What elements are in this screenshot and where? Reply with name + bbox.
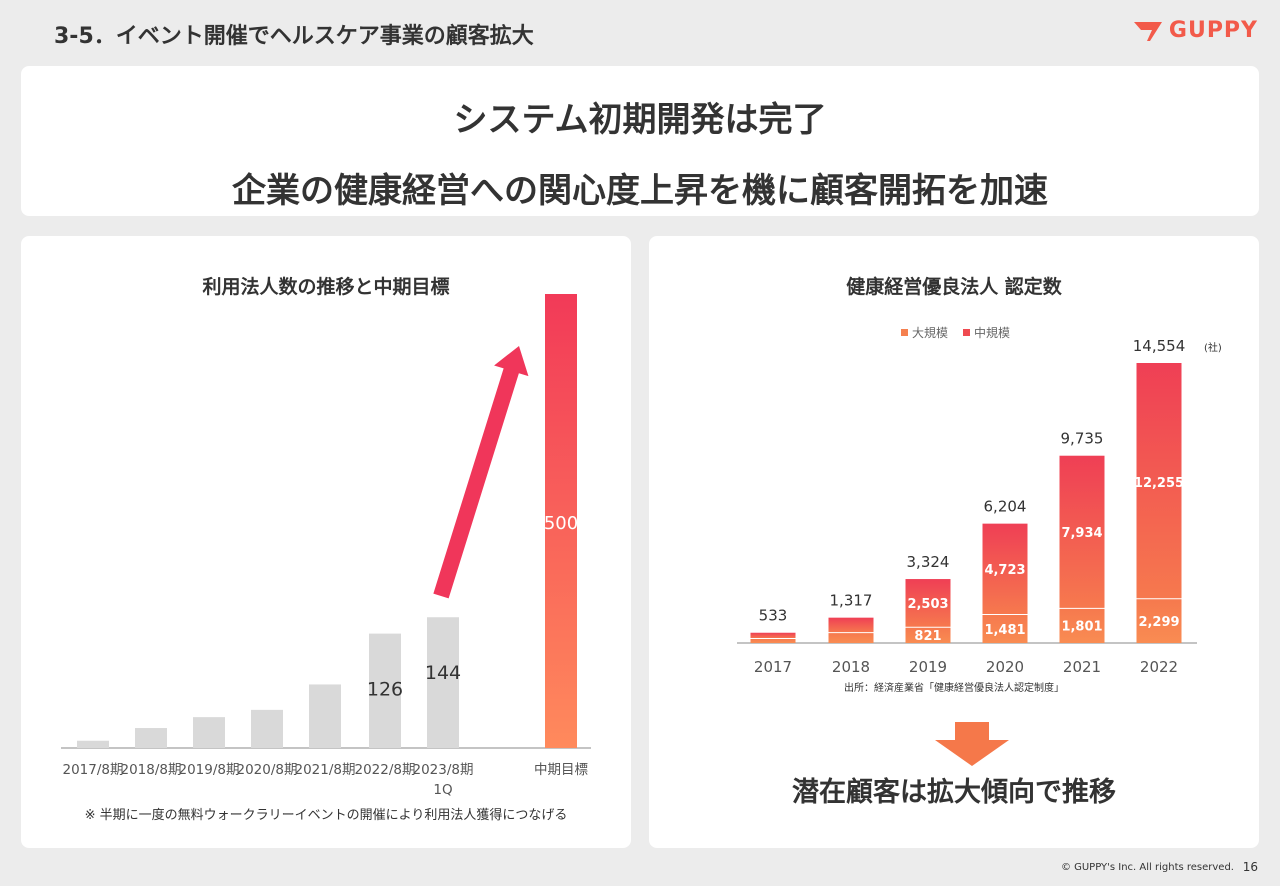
bar-segment-mid <box>1059 455 1105 609</box>
guppy-logo: GUPPY <box>1133 18 1258 43</box>
client-bar <box>193 717 225 748</box>
client-bar <box>135 728 167 748</box>
bar-segment-large <box>1136 598 1182 643</box>
guppy-logo-text: GUPPY <box>1168 18 1258 43</box>
legend-swatch <box>963 329 970 336</box>
total-label: 3,324 <box>907 553 950 571</box>
total-label: 14,554 <box>1133 337 1186 355</box>
client-count-chart-title: 利用法人数の推移と中期目標 <box>202 276 450 298</box>
growth-arrow-shape <box>433 346 529 599</box>
copyright: © GUPPY's Inc. All rights reserved. <box>1060 862 1234 873</box>
slide-title: 3-5．イベント開催でヘルスケア事業の顧客拡大 <box>54 24 534 49</box>
x-tick-label: 中期目標 <box>534 762 588 778</box>
legend-label: 中規模 <box>974 325 1010 340</box>
client-bar <box>309 684 341 748</box>
x-tick-label: 1Q <box>433 782 452 798</box>
x-tick-label: 2020/8期 <box>237 762 298 778</box>
segment-label-mid: 7,934 <box>1061 526 1102 541</box>
x-tick-label: 2017/8期 <box>63 762 124 778</box>
bar-segment-large <box>750 638 796 643</box>
x-tick-label: 2021 <box>1063 658 1101 676</box>
x-tick-label: 2023/8期 <box>413 762 474 778</box>
bar-segment-large <box>982 614 1028 643</box>
bar-segment-large <box>905 627 951 643</box>
trend-conclusion: 潜在顧客は拡大傾向で推移 <box>792 777 1116 808</box>
bar-segment-mid <box>750 632 796 639</box>
page-number: 16 <box>1242 860 1258 874</box>
total-label: 9,735 <box>1061 430 1104 448</box>
bar-value-label: 144 <box>425 662 461 684</box>
bar-segment-mid <box>982 523 1028 615</box>
segment-label-large: 1,801 <box>1061 620 1102 635</box>
growth-arrow-icon <box>433 346 529 599</box>
x-tick-label: 2022 <box>1140 658 1178 676</box>
bar-segment-mid <box>828 617 874 633</box>
bar-segment-mid <box>1136 363 1182 599</box>
x-tick-label: 2018 <box>832 658 870 676</box>
headline-card: システム初期開発は完了 企業の健康経営への関心度上昇を機に顧客開拓を加速 <box>21 66 1259 216</box>
bar-segment-large <box>828 632 874 643</box>
headline-line-1: システム初期開発は完了 <box>453 100 827 140</box>
client-bar <box>369 633 401 748</box>
bar-value-label: 126 <box>367 679 403 701</box>
headline-line-2: 企業の健康経営への関心度上昇を機に顧客開拓を加速 <box>232 171 1048 211</box>
client-bar <box>251 709 283 748</box>
client-count-panel: 利用法人数の推移と中期目標 2017/8期 2018/8期 2019/8期 2020/… <box>21 236 631 848</box>
client-bar <box>77 740 109 748</box>
x-tick-label: 2022/8期 <box>355 762 416 778</box>
guppy-logo-icon <box>1133 21 1162 41</box>
segment-label-large: 821 <box>914 629 941 644</box>
segment-label-mid: 4,723 <box>984 563 1025 578</box>
segment-label-large: 2,299 <box>1138 615 1179 630</box>
total-label: 6,204 <box>984 498 1027 516</box>
bar-segment-mid <box>905 579 951 628</box>
x-tick-label: 2019/8期 <box>179 762 240 778</box>
x-tick-label: 2017 <box>754 658 792 676</box>
x-tick-label: 2021/8期 <box>295 762 356 778</box>
event-note: ※ 半期に一度の無料ウォークラリーイベントの開催により利用法人獲得につなげる <box>84 808 568 823</box>
legend-swatch <box>901 329 908 336</box>
total-unit-label: (社) <box>1204 341 1222 354</box>
certified-companies-chart: 大規模 中規模 533 2017 1,317 2018 821 2,503 3,324 2019 1… <box>737 325 1222 694</box>
segment-label-mid: 12,255 <box>1134 476 1184 491</box>
certified-chart-title: 健康経営優良法人 認定数 <box>846 276 1062 298</box>
total-label: 533 <box>759 607 788 625</box>
certified-companies-panel: 健康経営優良法人 認定数 大規模 中規模 533 2017 1,317 2018 821 2,… <box>649 236 1259 848</box>
x-tick-label: 2020 <box>986 658 1024 676</box>
source-note: 出所：経済産業省「健康経営優良法人認定制度」 <box>844 681 1064 694</box>
segment-label-mid: 2,503 <box>907 597 948 612</box>
legend-label: 大規模 <box>912 325 948 340</box>
segment-label-large: 1,481 <box>984 623 1025 638</box>
x-tick-label: 2018/8期 <box>121 762 182 778</box>
bar-value-label: 500 <box>544 513 578 534</box>
target-bar <box>545 294 577 748</box>
client-bar <box>427 617 459 748</box>
bar-segment-large <box>1059 608 1105 643</box>
total-label: 1,317 <box>830 592 873 610</box>
x-tick-label: 2019 <box>909 658 947 676</box>
down-arrow-icon <box>935 722 1009 770</box>
